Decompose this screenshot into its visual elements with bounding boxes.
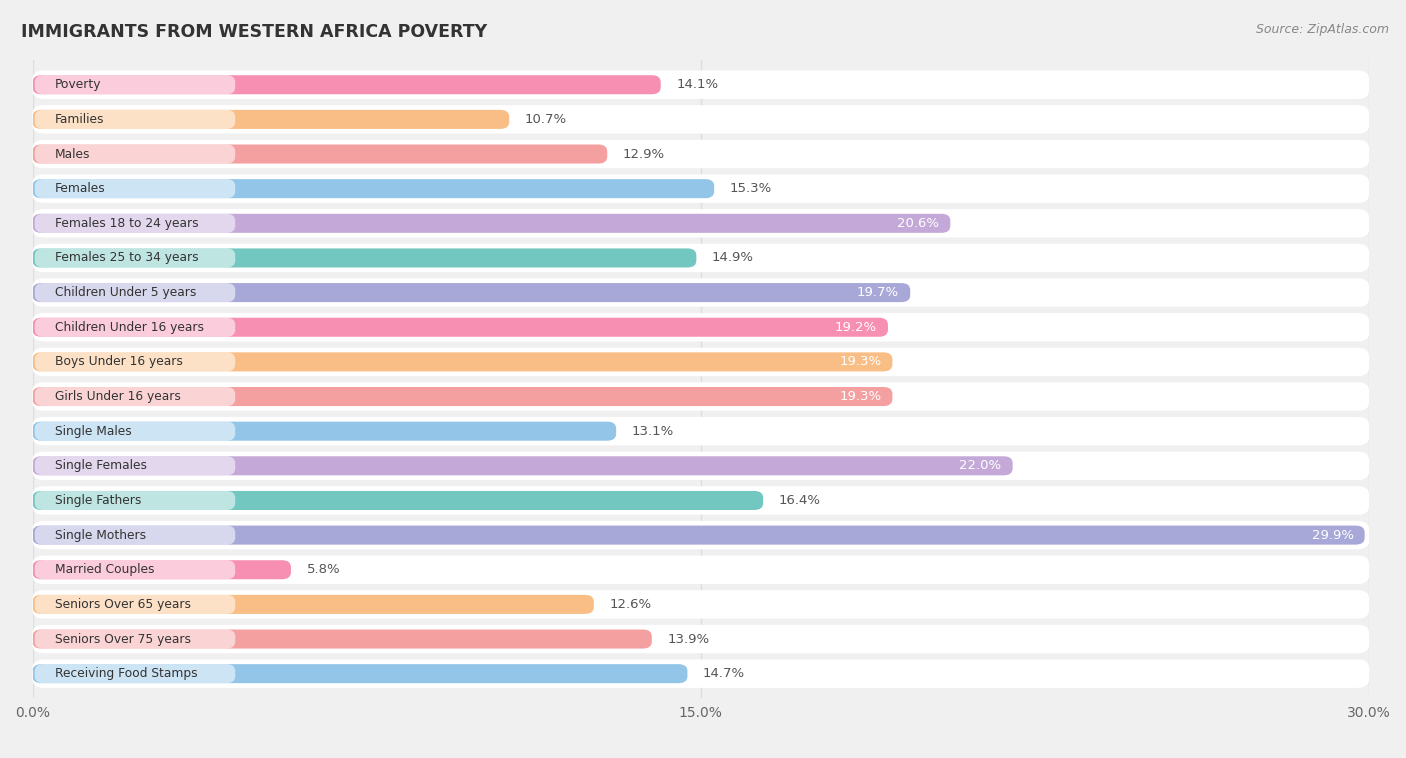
Text: 5.8%: 5.8% xyxy=(307,563,340,576)
FancyBboxPatch shape xyxy=(32,417,1369,446)
FancyBboxPatch shape xyxy=(32,421,616,440)
Text: 14.9%: 14.9% xyxy=(711,252,754,265)
FancyBboxPatch shape xyxy=(35,664,235,683)
FancyBboxPatch shape xyxy=(32,491,763,510)
Text: 20.6%: 20.6% xyxy=(897,217,939,230)
FancyBboxPatch shape xyxy=(35,214,235,233)
FancyBboxPatch shape xyxy=(35,525,235,545)
Text: 16.4%: 16.4% xyxy=(779,494,821,507)
FancyBboxPatch shape xyxy=(35,387,235,406)
Text: Receiving Food Stamps: Receiving Food Stamps xyxy=(55,667,197,680)
Text: Children Under 16 years: Children Under 16 years xyxy=(55,321,204,334)
FancyBboxPatch shape xyxy=(32,348,1369,376)
FancyBboxPatch shape xyxy=(32,209,1369,237)
Text: 19.7%: 19.7% xyxy=(856,286,898,299)
Text: 19.3%: 19.3% xyxy=(839,390,882,403)
FancyBboxPatch shape xyxy=(32,174,1369,203)
FancyBboxPatch shape xyxy=(35,318,235,337)
FancyBboxPatch shape xyxy=(35,456,235,475)
FancyBboxPatch shape xyxy=(32,105,1369,133)
Text: 13.9%: 13.9% xyxy=(668,632,710,646)
FancyBboxPatch shape xyxy=(32,179,714,198)
Text: 29.9%: 29.9% xyxy=(1312,528,1354,542)
FancyBboxPatch shape xyxy=(35,491,235,510)
Text: Families: Families xyxy=(55,113,104,126)
FancyBboxPatch shape xyxy=(32,313,1369,341)
Text: 22.0%: 22.0% xyxy=(959,459,1001,472)
FancyBboxPatch shape xyxy=(35,179,235,198)
FancyBboxPatch shape xyxy=(32,525,1365,545)
FancyBboxPatch shape xyxy=(35,595,235,614)
FancyBboxPatch shape xyxy=(35,75,235,94)
FancyBboxPatch shape xyxy=(32,249,696,268)
FancyBboxPatch shape xyxy=(32,382,1369,411)
Text: Boys Under 16 years: Boys Under 16 years xyxy=(55,356,183,368)
Text: 12.6%: 12.6% xyxy=(609,598,651,611)
FancyBboxPatch shape xyxy=(32,659,1369,688)
FancyBboxPatch shape xyxy=(32,590,1369,619)
Text: Married Couples: Married Couples xyxy=(55,563,155,576)
FancyBboxPatch shape xyxy=(35,560,235,579)
FancyBboxPatch shape xyxy=(32,629,652,649)
FancyBboxPatch shape xyxy=(32,556,1369,584)
Text: Seniors Over 75 years: Seniors Over 75 years xyxy=(55,632,191,646)
Text: Females 25 to 34 years: Females 25 to 34 years xyxy=(55,252,198,265)
Text: 10.7%: 10.7% xyxy=(524,113,567,126)
Text: Males: Males xyxy=(55,148,90,161)
FancyBboxPatch shape xyxy=(32,278,1369,307)
Text: Single Fathers: Single Fathers xyxy=(55,494,141,507)
Text: 15.3%: 15.3% xyxy=(730,182,772,195)
Text: Source: ZipAtlas.com: Source: ZipAtlas.com xyxy=(1256,23,1389,36)
FancyBboxPatch shape xyxy=(32,214,950,233)
Text: Children Under 5 years: Children Under 5 years xyxy=(55,286,197,299)
FancyBboxPatch shape xyxy=(32,110,509,129)
Text: 14.1%: 14.1% xyxy=(676,78,718,91)
FancyBboxPatch shape xyxy=(32,595,593,614)
FancyBboxPatch shape xyxy=(32,625,1369,653)
Text: Girls Under 16 years: Girls Under 16 years xyxy=(55,390,180,403)
FancyBboxPatch shape xyxy=(35,629,235,649)
Text: Seniors Over 65 years: Seniors Over 65 years xyxy=(55,598,191,611)
FancyBboxPatch shape xyxy=(35,421,235,440)
FancyBboxPatch shape xyxy=(35,110,235,129)
FancyBboxPatch shape xyxy=(32,387,893,406)
Text: Single Females: Single Females xyxy=(55,459,146,472)
FancyBboxPatch shape xyxy=(32,456,1012,475)
Text: 14.7%: 14.7% xyxy=(703,667,745,680)
FancyBboxPatch shape xyxy=(32,452,1369,480)
FancyBboxPatch shape xyxy=(32,75,661,94)
Text: Females 18 to 24 years: Females 18 to 24 years xyxy=(55,217,198,230)
FancyBboxPatch shape xyxy=(32,560,291,579)
Text: Single Mothers: Single Mothers xyxy=(55,528,146,542)
FancyBboxPatch shape xyxy=(32,139,1369,168)
FancyBboxPatch shape xyxy=(32,664,688,683)
FancyBboxPatch shape xyxy=(35,145,235,164)
FancyBboxPatch shape xyxy=(32,486,1369,515)
FancyBboxPatch shape xyxy=(32,283,910,302)
Text: 13.1%: 13.1% xyxy=(631,424,673,437)
Text: Females: Females xyxy=(55,182,105,195)
Text: Poverty: Poverty xyxy=(55,78,101,91)
Text: IMMIGRANTS FROM WESTERN AFRICA POVERTY: IMMIGRANTS FROM WESTERN AFRICA POVERTY xyxy=(21,23,488,41)
FancyBboxPatch shape xyxy=(32,70,1369,99)
FancyBboxPatch shape xyxy=(35,249,235,268)
FancyBboxPatch shape xyxy=(32,244,1369,272)
FancyBboxPatch shape xyxy=(32,521,1369,550)
FancyBboxPatch shape xyxy=(35,283,235,302)
Text: Single Males: Single Males xyxy=(55,424,132,437)
FancyBboxPatch shape xyxy=(32,352,893,371)
FancyBboxPatch shape xyxy=(35,352,235,371)
FancyBboxPatch shape xyxy=(32,145,607,164)
Text: 12.9%: 12.9% xyxy=(623,148,665,161)
FancyBboxPatch shape xyxy=(32,318,889,337)
Text: 19.3%: 19.3% xyxy=(839,356,882,368)
Text: 19.2%: 19.2% xyxy=(835,321,877,334)
